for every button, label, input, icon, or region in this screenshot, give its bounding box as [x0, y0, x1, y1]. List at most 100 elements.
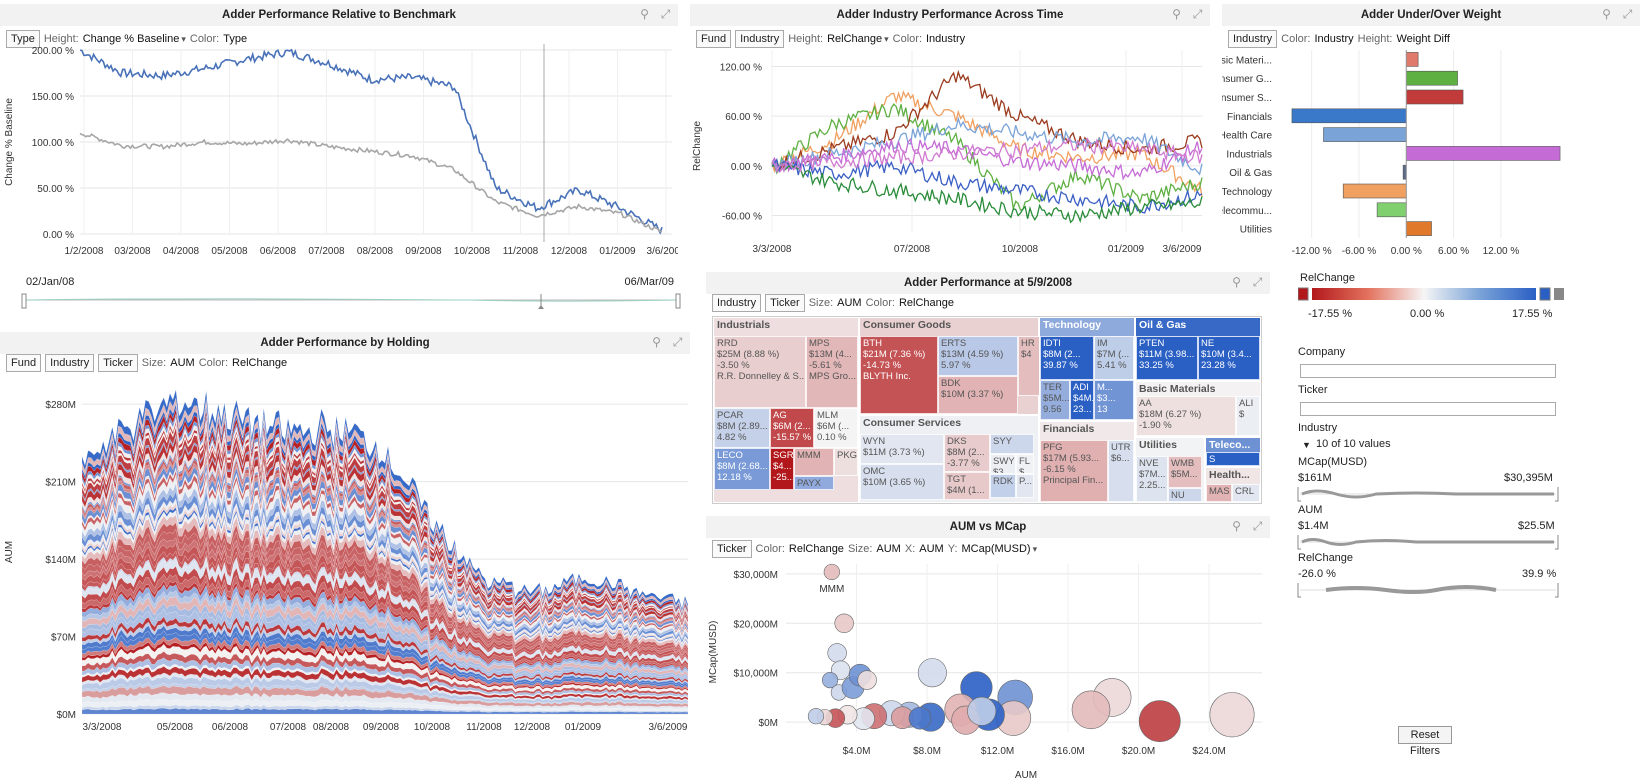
- treemap-cell[interactable]: NVE $7M... 2.25...: [1136, 456, 1168, 502]
- aum-range-slider[interactable]: [1296, 532, 1560, 552]
- zoom-icon[interactable]: ⚲: [652, 335, 661, 349]
- chip-industry[interactable]: Industry: [1228, 30, 1278, 48]
- company-input[interactable]: [1300, 364, 1556, 378]
- size-select[interactable]: AUM: [837, 297, 862, 309]
- size-select[interactable]: AUM: [876, 543, 901, 555]
- zoom-icon[interactable]: ⚲: [1232, 275, 1241, 289]
- treemap-cell[interactable]: MLM $6M (... 0.10 %: [814, 408, 858, 448]
- treemap-cell[interactable]: ERTS $13M (4.59 %) 5.97 %: [938, 336, 1018, 376]
- weight-chart[interactable]: -12.00 % -6.00 % 0.00 % 6.00 % 12.00 % Basic …: [1222, 48, 1640, 263]
- treemap-cell[interactable]: PTEN $11M (3.98... 33.25 %: [1136, 336, 1198, 380]
- color-select[interactable]: Type: [223, 33, 248, 45]
- chip-industry[interactable]: Industry: [712, 294, 762, 312]
- treemap-cell[interactable]: HR $4: [1018, 336, 1040, 396]
- treemap-cell[interactable]: S: [1206, 452, 1260, 466]
- treemap-cell[interactable]: ALI $: [1236, 396, 1260, 436]
- range-slider[interactable]: [20, 290, 684, 312]
- treemap-group[interactable]: Industrials RRD $25M (8.88 %) -3.50 % R.R. D…: [713, 317, 859, 503]
- chip-ticker[interactable]: Ticker: [98, 354, 138, 372]
- expand-icon[interactable]: ⤢: [660, 7, 671, 21]
- treemap-cell[interactable]: RDK: [990, 474, 1016, 498]
- treemap-group[interactable]: Utilities NVE $7M... 2.25... WMB $5M... NU: [1135, 437, 1205, 503]
- rel-range-slider[interactable]: [1296, 580, 1560, 600]
- treemap-cell[interactable]: BTH $21M (7.36 %) -14.73 % BLYTH Inc.: [860, 336, 938, 414]
- treemap-cell[interactable]: CRL: [1232, 484, 1260, 502]
- treemap-cell[interactable]: SWY $3...: [990, 454, 1016, 474]
- expand-icon[interactable]: ⤢: [1252, 275, 1263, 289]
- treemap-cell[interactable]: NU: [1168, 488, 1202, 502]
- treemap-cell[interactable]: AG $6M (2... -15.57 %: [770, 408, 814, 448]
- treemap-cell[interactable]: PKG: [834, 448, 858, 476]
- mcap-range-slider[interactable]: [1296, 484, 1560, 504]
- treemap-cell[interactable]: BDK $10M (3.37 %): [938, 376, 1018, 414]
- treemap-cell[interactable]: WYN $11M (3.73 %): [860, 434, 944, 464]
- benchmark-chart[interactable]: 200.00 % 150.00 % 100.00 % 50.00 % 0.00 % Cha…: [0, 44, 678, 264]
- expand-icon[interactable]: ⤢: [1622, 7, 1633, 21]
- zoom-icon[interactable]: ⚲: [640, 7, 649, 21]
- x-select[interactable]: AUM: [919, 543, 944, 555]
- zoom-icon[interactable]: ⚲: [1602, 7, 1611, 21]
- treemap-cell[interactable]: PAYX: [794, 476, 834, 490]
- scatter-chart[interactable]: $30,000M $20,000M $10,000M $0M $4.0M $8.0M $12…: [706, 556, 1270, 784]
- color-select[interactable]: RelChange: [232, 357, 288, 369]
- height-select[interactable]: Change % Baseline: [83, 33, 186, 45]
- treemap-cell[interactable]: IM $7M (... 5.41 %: [1094, 336, 1134, 380]
- expand-icon[interactable]: ⤢: [1192, 7, 1203, 21]
- chip-ticker[interactable]: Ticker: [712, 540, 752, 558]
- treemap-cell[interactable]: MAS: [1206, 484, 1232, 502]
- height-select[interactable]: RelChange: [827, 33, 889, 45]
- holding-chart[interactable]: $280M $210M $140M $70M $0M AUM 3/3/2008 05/2008…: [0, 376, 690, 784]
- industry-expand-icon[interactable]: ▼: [1302, 440, 1311, 450]
- treemap-group[interactable]: Consumer Goods BTH $21M (7.36 %) -14.73 % BL…: [859, 317, 1040, 415]
- reset-filters-button[interactable]: Reset Filters: [1398, 726, 1452, 757]
- treemap-cell[interactable]: OMC $10M (3.65 %): [860, 464, 944, 500]
- treemap-group[interactable]: Financials PFG $17M (5.93... -6.15 % Princip…: [1039, 421, 1135, 503]
- treemap-cell[interactable]: UTR $6...: [1108, 440, 1134, 502]
- treemap-cell[interactable]: MPS $13M (4... -5.61 % MPS Gro...: [806, 336, 858, 408]
- color-select[interactable]: RelChange: [788, 543, 844, 555]
- treemap-group[interactable]: Oil & Gas PTEN $11M (3.98... 33.25 % NE $10M …: [1135, 317, 1261, 381]
- color-select[interactable]: Industry: [1314, 33, 1354, 45]
- treemap-cell[interactable]: SYY: [990, 434, 1034, 454]
- chip-type[interactable]: Type: [6, 30, 40, 48]
- treemap-group[interactable]: Technology IDTI $8M (2... 39.87 % IM $7M (...…: [1039, 317, 1135, 421]
- treemap-cell[interactable]: PCAR $8M (2.89... 4.82 %: [714, 408, 770, 448]
- treemap-group[interactable]: Teleco... S: [1205, 437, 1261, 467]
- chip-industry[interactable]: Industry: [45, 354, 95, 372]
- size-select[interactable]: AUM: [170, 357, 195, 369]
- treemap-cell[interactable]: LECO $8M (2.68... 12.18 %: [714, 448, 770, 490]
- color-select[interactable]: RelChange: [898, 297, 954, 309]
- treemap-cell[interactable]: DKS $8M (2... -3.77 %: [944, 434, 990, 472]
- y-select[interactable]: MCap(MUSD): [962, 543, 1038, 555]
- treemap-area[interactable]: Industrials RRD $25M (8.88 %) -3.50 % R.R. D…: [712, 316, 1262, 504]
- chip-industry[interactable]: Industry: [735, 30, 785, 48]
- treemap-cell[interactable]: AA $18M (6.27 %) -1.90 %: [1136, 396, 1236, 436]
- treemap-cell[interactable]: RRD $25M (8.88 %) -3.50 % R.R. Donnelley & …: [714, 336, 806, 408]
- treemap-cell[interactable]: TGT $4M (1...: [944, 472, 990, 500]
- relchange-colorbar[interactable]: [1298, 286, 1568, 302]
- zoom-icon[interactable]: ⚲: [1172, 7, 1181, 21]
- treemap-group[interactable]: Consumer Services WYN $11M (3.73 %) DKS $8M …: [859, 415, 1039, 503]
- treemap-group[interactable]: Basic Materials AA $18M (6.27 %) -1.90 % ALI…: [1135, 381, 1261, 437]
- treemap-cell[interactable]: WMB $5M...: [1168, 456, 1202, 488]
- treemap-cell[interactable]: FL $: [1016, 454, 1034, 474]
- color-select[interactable]: Industry: [926, 33, 966, 45]
- height-select[interactable]: Weight Diff: [1396, 33, 1450, 45]
- chip-ticker[interactable]: Ticker: [765, 294, 805, 312]
- treemap-cell[interactable]: PFG $17M (5.93... -6.15 % Principal Fin...: [1040, 440, 1108, 502]
- treemap-cell[interactable]: NE $10M (3.4... 23.28 %: [1198, 336, 1260, 380]
- treemap-cell[interactable]: P...: [1016, 474, 1034, 498]
- ticker-input[interactable]: [1300, 402, 1556, 416]
- expand-icon[interactable]: ⤢: [672, 335, 683, 349]
- treemap-cell[interactable]: M... $3... 13: [1094, 380, 1134, 420]
- chip-fund[interactable]: Fund: [696, 30, 732, 48]
- industry-time-chart[interactable]: 120.00 % 60.00 % 0.00 % -60.00 % RelChange 3/…: [690, 46, 1210, 261]
- treemap-cell[interactable]: MMM: [794, 448, 834, 476]
- chip-fund[interactable]: Fund: [6, 354, 42, 372]
- expand-icon[interactable]: ⤢: [1252, 519, 1263, 533]
- treemap-cell[interactable]: TER $5M... 9.56: [1040, 380, 1070, 420]
- treemap-group[interactable]: Health... MAS CRL: [1205, 467, 1261, 503]
- treemap-cell[interactable]: IDTI $8M (2... 39.87 %: [1040, 336, 1094, 380]
- treemap-cell[interactable]: SGR $4... -25...: [770, 448, 794, 490]
- treemap-cell[interactable]: ADI$4M...23...: [1070, 380, 1094, 420]
